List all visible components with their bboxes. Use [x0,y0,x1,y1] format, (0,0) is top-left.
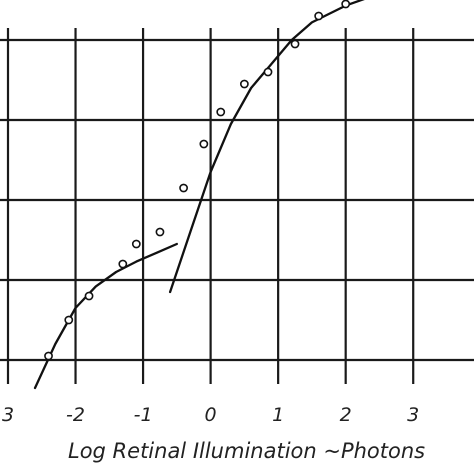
data-point [290,39,300,49]
fitted-curve-2 [168,0,365,294]
data-point [239,79,249,89]
fitted-curve-1 [33,242,178,390]
data-point [131,239,141,249]
x-tick-labels: 3 -2 -1 0 1 2 3 [2,404,419,426]
data-point [314,11,324,21]
data-point [263,67,273,77]
x-tick-label: 3 [407,404,419,426]
data-point [341,0,351,9]
grid [0,28,474,384]
fitted-curves [33,0,365,390]
data-point [84,291,94,301]
x-tick-label: 2 [340,404,352,426]
data-point [64,315,74,325]
x-axis-label: Log Retinal Illumination ~Photons [68,439,425,463]
data-point [155,227,165,237]
data-point [44,351,53,361]
data-point [216,107,226,117]
data-point [199,139,209,149]
data-point [118,259,128,269]
data-points [44,0,351,361]
data-point [179,183,188,193]
x-tick-label: 0 [205,404,217,426]
x-tick-label: -2 [66,404,85,426]
x-tick-label: 3 [2,404,14,426]
x-tick-label: -1 [134,404,153,426]
x-tick-label: 1 [272,404,284,426]
